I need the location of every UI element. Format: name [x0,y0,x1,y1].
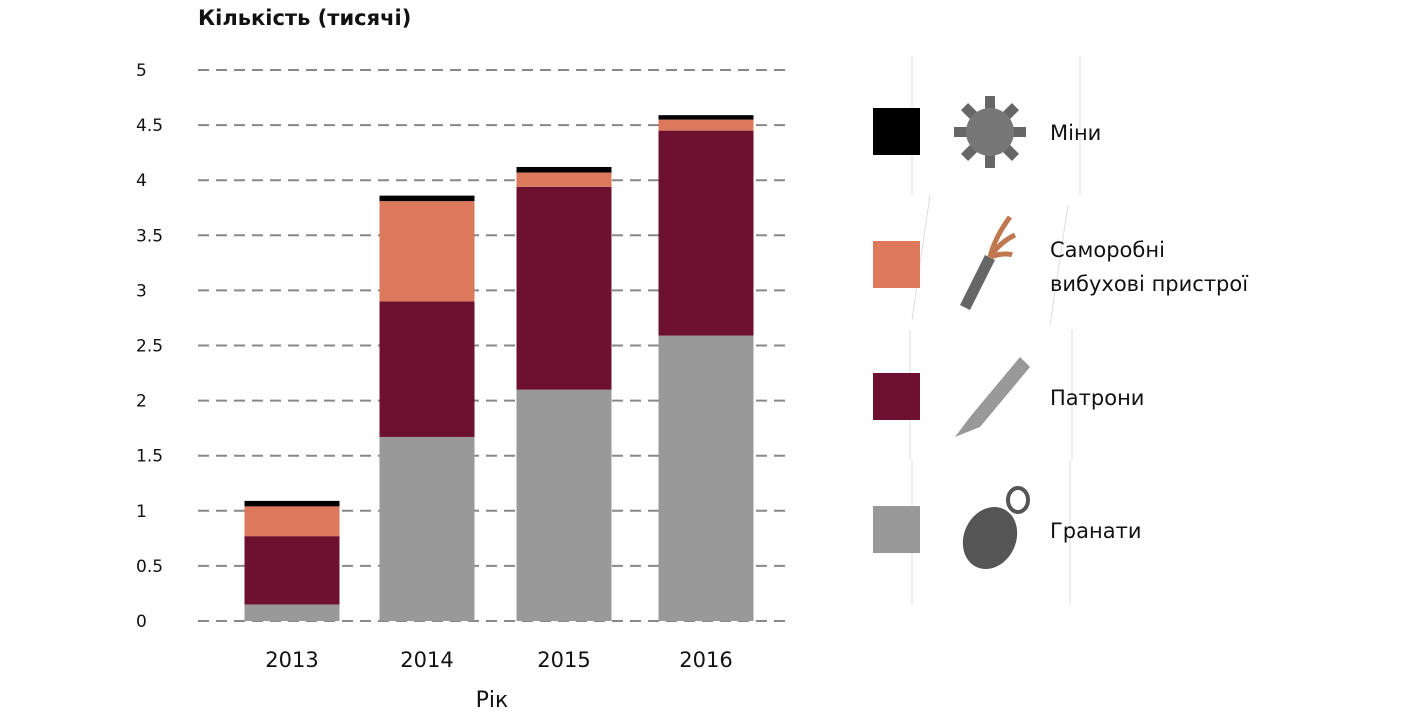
bar-segment [244,604,340,621]
y-tick-label: 1.5 [136,447,163,467]
decorative-line [911,194,931,321]
legend-label: Гранати [1050,519,1142,543]
y-tick-label: 4.5 [136,116,163,136]
legend-swatch [873,506,920,553]
x-tick-label: 2015 [537,648,590,672]
bar-segment [379,201,475,302]
bar-segment [516,389,612,621]
y-tick-label: 1 [136,502,147,522]
grenade-icon [962,486,1030,570]
y-tick-label: 3 [136,281,147,301]
y-tick-label: 0.5 [136,557,163,577]
y-tick-label: 2.5 [136,337,163,357]
legend-label: Міни [1050,121,1101,145]
x-tick-label: 2014 [400,648,453,672]
bar-segment [516,186,612,390]
bar-segment [516,166,612,173]
y-tick-label: 2 [136,392,147,412]
legend-label: Патрони [1050,386,1144,410]
bar-segment [244,500,340,507]
ied-icon [960,215,1017,310]
cartridge-icon [955,357,1030,437]
decorative-line [1049,204,1069,326]
legend: Міни Саморобні вибухові пристрої Патрони Гра… [873,55,1248,605]
legend-label: Саморобні [1050,238,1165,262]
y-tick-label: 4 [136,171,147,191]
legend-label: вибухові пристрої [1050,272,1248,296]
y-tick-label: 3.5 [136,226,163,246]
bar-segment [244,506,340,537]
legend-swatch [873,373,920,420]
bar-segment [379,195,475,202]
bar-segment [379,301,475,437]
bar-segment [658,130,754,336]
bar-segment [379,436,475,621]
bar-segment [244,536,340,605]
x-axis-label: Рік [476,688,509,713]
y-tick-label: 0 [136,612,147,632]
bar-segment [516,172,612,187]
bar-segment [658,335,754,621]
legend-swatch [873,108,920,155]
x-tick-label: 2016 [679,648,732,672]
chart-title: Кількість (тисячі) [198,6,411,30]
legend-swatch [873,241,920,288]
bar-segment [658,119,754,131]
y-tick-label: 5 [136,61,147,81]
mine-icon [954,96,1026,168]
x-tick-label: 2013 [265,648,318,672]
bar-segment [658,115,754,120]
